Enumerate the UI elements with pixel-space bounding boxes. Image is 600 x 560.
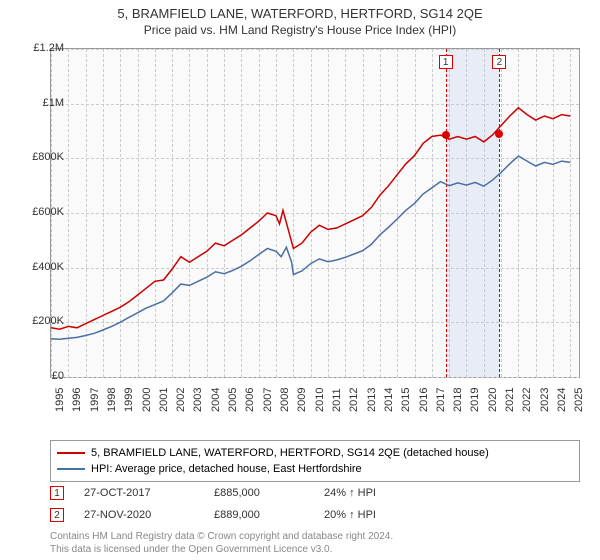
x-tick-label: 2010 — [314, 388, 326, 412]
x-tick-label: 2004 — [210, 388, 222, 412]
legend-item-property: 5, BRAMFIELD LANE, WATERFORD, HERTFORD, … — [57, 445, 573, 461]
x-tick-label: 1999 — [123, 388, 135, 412]
sale-row-2: 2 27-NOV-2020 £889,000 20% ↑ HPI — [50, 508, 580, 522]
x-tick-label: 2013 — [366, 388, 378, 412]
x-tick-label: 2009 — [296, 388, 308, 412]
x-tick-label: 2007 — [262, 388, 274, 412]
x-tick-label: 2025 — [573, 388, 585, 412]
x-tick-label: 2022 — [521, 388, 533, 412]
chart-subtitle: Price paid vs. HM Land Registry's House … — [0, 21, 600, 37]
y-tick-label: £1M — [43, 97, 64, 109]
x-tick-label: 2001 — [158, 388, 170, 412]
line-series-svg — [51, 49, 579, 377]
x-tick-label: 2023 — [539, 388, 551, 412]
chart-container: { "title": "5, BRAMFIELD LANE, WATERFORD… — [0, 0, 600, 560]
legend: 5, BRAMFIELD LANE, WATERFORD, HERTFORD, … — [50, 440, 580, 482]
x-tick-label: 2003 — [192, 388, 204, 412]
x-tick-label: 2020 — [487, 388, 499, 412]
y-tick-label: £0 — [52, 370, 64, 382]
sale-delta: 24% ↑ HPI — [324, 487, 580, 499]
x-tick-label: 2002 — [175, 388, 187, 412]
legend-item-hpi: HPI: Average price, detached house, East… — [57, 461, 573, 477]
sale-date: 27-OCT-2017 — [84, 487, 214, 499]
y-tick-label: £200K — [32, 315, 64, 327]
y-tick-label: £600K — [32, 206, 64, 218]
y-tick-label: £800K — [32, 151, 64, 163]
sale-price: £885,000 — [214, 487, 324, 499]
sale-delta: 20% ↑ HPI — [324, 509, 580, 521]
sale-marker-box: 2 — [50, 508, 64, 522]
x-tick-label: 2016 — [418, 388, 430, 412]
x-tick-label: 2006 — [244, 388, 256, 412]
x-tick-label: 2015 — [400, 388, 412, 412]
x-tick-label: 1995 — [54, 388, 66, 412]
footer-line2: This data is licensed under the Open Gov… — [50, 543, 580, 556]
sale-row-1: 1 27-OCT-2017 £885,000 24% ↑ HPI — [50, 486, 580, 500]
chart-title: 5, BRAMFIELD LANE, WATERFORD, HERTFORD, … — [0, 0, 600, 21]
x-tick-label: 1996 — [71, 388, 83, 412]
legend-label: HPI: Average price, detached house, East… — [91, 461, 362, 477]
y-tick-label: £1.2M — [33, 42, 64, 54]
x-tick-label: 2014 — [383, 388, 395, 412]
footer-attribution: Contains HM Land Registry data © Crown c… — [50, 530, 580, 556]
x-tick-label: 2005 — [227, 388, 239, 412]
y-tick-label: £400K — [32, 261, 64, 273]
x-tick-label: 1997 — [89, 388, 101, 412]
x-tick-label: 2019 — [469, 388, 481, 412]
x-tick-label: 2017 — [435, 388, 447, 412]
x-tick-label: 2021 — [504, 388, 516, 412]
legend-label: 5, BRAMFIELD LANE, WATERFORD, HERTFORD, … — [91, 445, 489, 461]
legend-swatch — [57, 452, 85, 454]
x-tick-label: 2024 — [556, 388, 568, 412]
x-tick-label: 1998 — [106, 388, 118, 412]
x-tick-label: 2000 — [141, 388, 153, 412]
sale-date: 27-NOV-2020 — [84, 509, 214, 521]
x-tick-label: 2018 — [452, 388, 464, 412]
x-tick-label: 2008 — [279, 388, 291, 412]
x-tick-label: 2011 — [331, 388, 343, 412]
plot-area: 12 — [50, 48, 580, 378]
sale-price: £889,000 — [214, 509, 324, 521]
series-property — [51, 108, 570, 329]
legend-swatch — [57, 468, 85, 470]
series-hpi — [51, 156, 570, 339]
x-tick-label: 2012 — [348, 388, 360, 412]
sale-marker-box: 1 — [50, 486, 64, 500]
footer-line1: Contains HM Land Registry data © Crown c… — [50, 530, 580, 543]
